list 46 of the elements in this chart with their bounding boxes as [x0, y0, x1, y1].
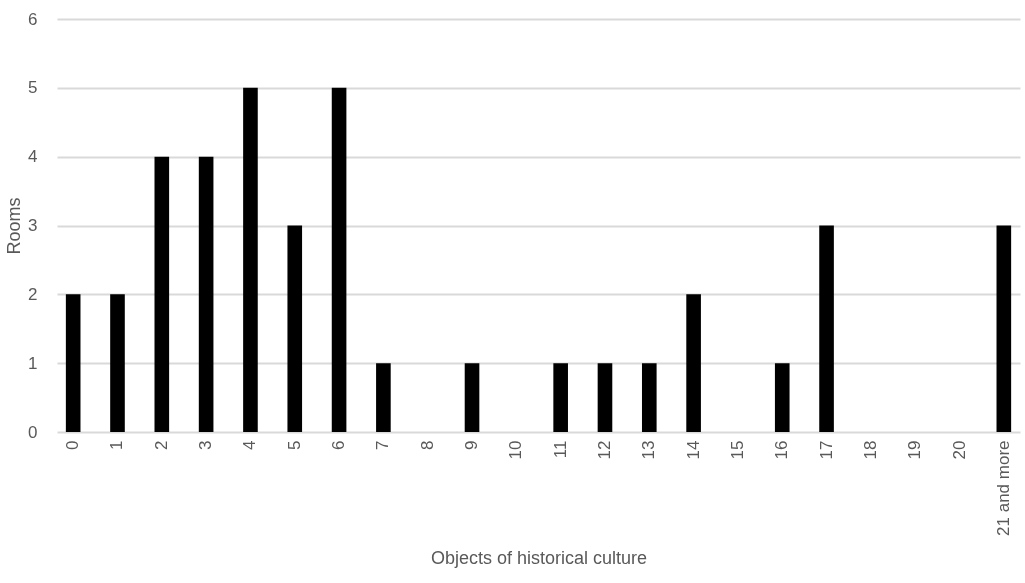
bar	[553, 363, 568, 432]
x-tick-label: 4	[240, 440, 260, 450]
bar	[287, 225, 303, 432]
y-tick-label: 6	[28, 9, 38, 29]
y-tick-label: 1	[28, 353, 38, 373]
x-tick-label: 5	[284, 440, 304, 450]
bar	[198, 156, 214, 432]
bar	[243, 87, 258, 432]
x-tick-label: 12	[594, 440, 614, 460]
x-tick-label: 16	[772, 440, 792, 460]
y-tick-label: 2	[28, 284, 38, 304]
x-tick-label: 14	[683, 440, 703, 460]
bar	[597, 363, 613, 432]
bar	[774, 363, 790, 432]
x-tick-label: 13	[639, 440, 659, 460]
y-tick-label: 3	[28, 216, 38, 235]
x-tick-label: 6	[329, 440, 349, 450]
bar	[376, 363, 391, 432]
bar	[464, 363, 480, 432]
bar	[110, 294, 125, 432]
x-tick-label: 19	[905, 440, 925, 460]
bar	[65, 294, 81, 432]
y-tick-label: 5	[28, 78, 38, 98]
y-axis-title: Rooms	[4, 197, 25, 255]
x-tick-label: 2	[151, 440, 171, 450]
y-tick-label: 4	[28, 147, 38, 167]
x-tick-label: 0	[63, 440, 83, 450]
bar	[331, 87, 347, 432]
x-tick-label: 8	[417, 440, 437, 450]
x-tick-label: 21 and more	[993, 440, 1013, 536]
x-tick-label: 1	[107, 440, 127, 450]
x-tick-label: 10	[506, 440, 526, 460]
x-axis-title: Objects of historical culture	[430, 547, 648, 568]
bar	[996, 225, 1012, 432]
x-tick-label: 15	[727, 440, 747, 460]
x-tick-label: 17	[816, 440, 836, 460]
bar	[154, 156, 170, 432]
x-tick-label: 18	[860, 440, 880, 460]
bar	[641, 363, 657, 432]
x-tick-label: 11	[550, 440, 570, 459]
bar	[819, 225, 834, 432]
x-tick-label: 9	[462, 440, 482, 450]
x-tick-label: 20	[949, 440, 969, 460]
x-tick-label: 3	[196, 440, 216, 450]
x-tick-label: 7	[373, 440, 393, 450]
bar	[686, 294, 701, 432]
